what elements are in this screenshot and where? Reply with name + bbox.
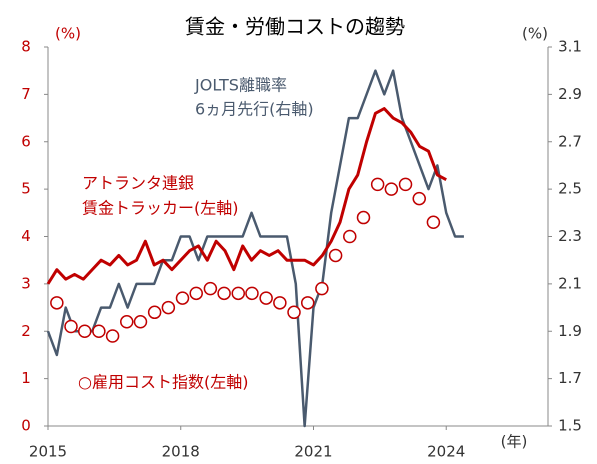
x-tick-label: 2024 — [427, 443, 465, 461]
annotation: JOLTS離職率 — [194, 76, 287, 95]
y-tick-label: 2 — [21, 322, 31, 340]
y-tick-label: 8 — [21, 38, 31, 56]
y2-tick-label: 3.1 — [558, 38, 582, 56]
x-tick-label: 2021 — [294, 443, 332, 461]
eci-point — [384, 182, 399, 196]
y-tick-label: 0 — [21, 417, 31, 435]
eci-point — [328, 248, 343, 263]
annotation: 賃金トラッカー(左軸) — [82, 199, 239, 218]
eci-point — [64, 319, 78, 334]
eci-point — [343, 229, 357, 244]
eci-point — [50, 296, 64, 310]
y2-tick-label: 2.5 — [558, 180, 582, 198]
x-tick-label: 2015 — [29, 443, 67, 461]
y2-tick-label: 2.1 — [558, 274, 582, 292]
eci-point — [92, 324, 106, 338]
eci-point — [217, 286, 231, 301]
y-tick-label: 5 — [21, 180, 31, 198]
eci-point — [426, 215, 441, 230]
eci-point — [161, 300, 176, 315]
series-line — [46, 69, 464, 428]
eci-point — [370, 177, 385, 192]
annotation: アトランタ連銀 — [82, 174, 194, 193]
y-tick-label: 3 — [21, 274, 31, 292]
eci-point — [315, 281, 329, 296]
eci-point — [412, 191, 426, 206]
series-line — [46, 107, 447, 285]
eci-point — [120, 315, 134, 329]
y2-tick-label: 2.9 — [558, 85, 582, 103]
y2-tick-label: 2.7 — [558, 132, 582, 150]
x-unit: (年) — [501, 433, 528, 451]
y2-tick-label: 2.3 — [558, 227, 582, 245]
eci-point — [398, 177, 413, 192]
eci-point — [273, 296, 287, 310]
annotation: 6ヵ月先行(右軸) — [195, 100, 314, 119]
eci-point — [300, 296, 315, 310]
eci-point — [356, 210, 371, 225]
eci-point — [105, 329, 120, 343]
eci-point — [245, 286, 259, 301]
eci-point — [133, 315, 148, 329]
eci-point — [287, 305, 301, 320]
y2-unit: (%) — [522, 25, 548, 43]
y2-tick-label: 1.5 — [558, 417, 582, 435]
eci-point — [77, 324, 92, 338]
y2-tick-label: 1.7 — [558, 369, 582, 387]
y-tick-label: 4 — [21, 227, 31, 245]
chart-title: 賃金・労働コストの趨勢 — [185, 15, 405, 39]
y-tick-label: 7 — [21, 85, 31, 103]
eci-point — [189, 286, 203, 301]
x-tick-label: 2018 — [162, 443, 200, 461]
eci-point — [175, 291, 190, 305]
y2-tick-label: 1.9 — [558, 322, 582, 340]
eci-point — [203, 281, 218, 296]
eci-point — [259, 291, 273, 305]
y-unit: (%) — [55, 25, 81, 43]
eci-point — [147, 305, 162, 320]
y-tick-label: 6 — [21, 132, 31, 150]
eci-point — [231, 286, 246, 301]
annotation: ○雇用コスト指数(左軸) — [78, 373, 248, 392]
y-tick-label: 1 — [21, 369, 31, 387]
